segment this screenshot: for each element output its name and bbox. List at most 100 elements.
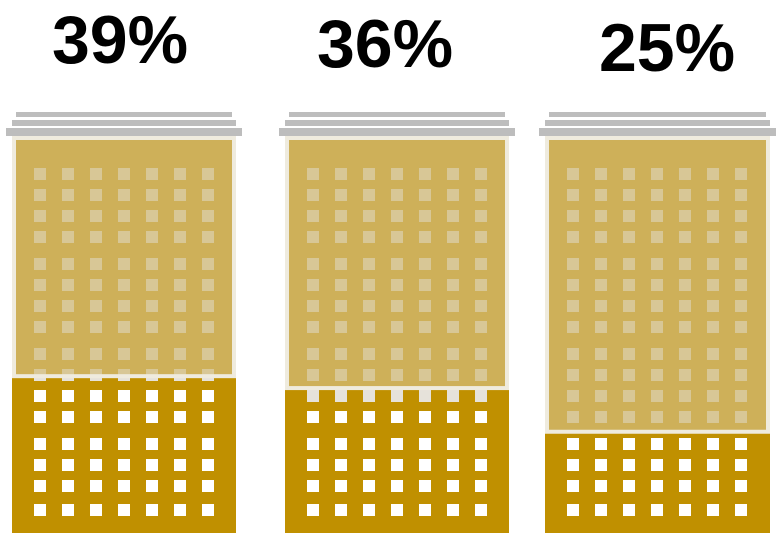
window-1-11-7 bbox=[202, 390, 214, 402]
window-3-13-5 bbox=[679, 438, 691, 450]
window-3-14-5 bbox=[679, 459, 691, 471]
window-2-14-7 bbox=[475, 459, 487, 471]
window-3-14-1 bbox=[567, 459, 579, 471]
window-3-13-3 bbox=[623, 438, 635, 450]
roof-line-bottom-1 bbox=[6, 128, 242, 136]
window-1-12-5 bbox=[146, 411, 158, 423]
window-1-12-4 bbox=[118, 411, 130, 423]
window-2-12-2 bbox=[335, 411, 347, 423]
window-3-13-6 bbox=[707, 438, 719, 450]
window-3-16-4 bbox=[651, 504, 663, 516]
window-1-11-2 bbox=[62, 390, 74, 402]
window-3-14-7 bbox=[735, 459, 747, 471]
window-3-13-2 bbox=[595, 438, 607, 450]
roof-line-top-1 bbox=[16, 112, 232, 117]
window-2-16-7 bbox=[475, 504, 487, 516]
window-1-12-6 bbox=[174, 411, 186, 423]
window-3-14-3 bbox=[623, 459, 635, 471]
window-2-11-6 bbox=[447, 390, 459, 402]
window-1-16-2 bbox=[62, 504, 74, 516]
unfilled-overlay-1 bbox=[12, 136, 236, 379]
window-2-14-1 bbox=[307, 459, 319, 471]
window-2-13-5 bbox=[419, 438, 431, 450]
window-3-16-6 bbox=[707, 504, 719, 516]
window-1-14-2 bbox=[62, 459, 74, 471]
window-1-13-1 bbox=[34, 438, 46, 450]
window-2-13-7 bbox=[475, 438, 487, 450]
window-2-11-3 bbox=[363, 390, 375, 402]
window-1-16-3 bbox=[90, 504, 102, 516]
window-3-16-1 bbox=[567, 504, 579, 516]
window-2-11-2 bbox=[335, 390, 347, 402]
window-2-14-6 bbox=[447, 459, 459, 471]
window-1-11-6 bbox=[174, 390, 186, 402]
window-1-14-5 bbox=[146, 459, 158, 471]
window-3-13-1 bbox=[567, 438, 579, 450]
roof-line-bottom-2 bbox=[279, 128, 515, 136]
unfilled-overlay-3 bbox=[545, 136, 770, 434]
window-1-13-2 bbox=[62, 438, 74, 450]
window-1-11-3 bbox=[90, 390, 102, 402]
window-2-16-2 bbox=[335, 504, 347, 516]
window-3-15-4 bbox=[651, 480, 663, 492]
window-1-14-4 bbox=[118, 459, 130, 471]
window-1-11-4 bbox=[118, 390, 130, 402]
window-3-16-2 bbox=[595, 504, 607, 516]
window-2-14-3 bbox=[363, 459, 375, 471]
window-2-12-6 bbox=[447, 411, 459, 423]
window-1-14-1 bbox=[34, 459, 46, 471]
window-2-12-3 bbox=[363, 411, 375, 423]
window-1-12-2 bbox=[62, 411, 74, 423]
window-1-15-1 bbox=[34, 480, 46, 492]
window-2-16-1 bbox=[307, 504, 319, 516]
window-1-15-7 bbox=[202, 480, 214, 492]
window-2-15-6 bbox=[447, 480, 459, 492]
window-1-16-6 bbox=[174, 504, 186, 516]
window-3-13-4 bbox=[651, 438, 663, 450]
window-2-11-5 bbox=[419, 390, 431, 402]
roof-line-top-3 bbox=[549, 112, 766, 117]
window-1-12-7 bbox=[202, 411, 214, 423]
window-3-13-7 bbox=[735, 438, 747, 450]
window-2-11-1 bbox=[307, 390, 319, 402]
window-1-11-1 bbox=[34, 390, 46, 402]
window-3-14-6 bbox=[707, 459, 719, 471]
window-2-16-4 bbox=[391, 504, 403, 516]
value-label-building-3: 25% bbox=[598, 10, 736, 86]
window-1-13-4 bbox=[118, 438, 130, 450]
window-1-16-7 bbox=[202, 504, 214, 516]
window-2-12-7 bbox=[475, 411, 487, 423]
unfilled-overlay-2 bbox=[285, 136, 509, 391]
window-3-16-5 bbox=[679, 504, 691, 516]
window-3-15-6 bbox=[707, 480, 719, 492]
window-3-15-2 bbox=[595, 480, 607, 492]
window-2-14-5 bbox=[419, 459, 431, 471]
window-2-13-2 bbox=[335, 438, 347, 450]
window-3-14-4 bbox=[651, 459, 663, 471]
window-3-15-7 bbox=[735, 480, 747, 492]
window-2-15-5 bbox=[419, 480, 431, 492]
window-2-11-7 bbox=[475, 390, 487, 402]
roof-line-bottom-3 bbox=[539, 128, 776, 136]
window-2-16-5 bbox=[419, 504, 431, 516]
roof-line-middle-2 bbox=[285, 120, 509, 126]
window-2-12-1 bbox=[307, 411, 319, 423]
window-2-13-3 bbox=[363, 438, 375, 450]
window-1-14-6 bbox=[174, 459, 186, 471]
window-3-15-1 bbox=[567, 480, 579, 492]
window-3-15-3 bbox=[623, 480, 635, 492]
window-1-12-3 bbox=[90, 411, 102, 423]
window-2-13-4 bbox=[391, 438, 403, 450]
window-1-15-2 bbox=[62, 480, 74, 492]
window-2-14-4 bbox=[391, 459, 403, 471]
value-label-building-2: 36% bbox=[316, 6, 454, 82]
window-2-15-3 bbox=[363, 480, 375, 492]
window-1-13-7 bbox=[202, 438, 214, 450]
window-2-11-4 bbox=[391, 390, 403, 402]
window-2-13-1 bbox=[307, 438, 319, 450]
window-1-13-3 bbox=[90, 438, 102, 450]
roof-line-middle-1 bbox=[12, 120, 236, 126]
window-1-14-7 bbox=[202, 459, 214, 471]
roof-line-top-2 bbox=[289, 112, 505, 117]
